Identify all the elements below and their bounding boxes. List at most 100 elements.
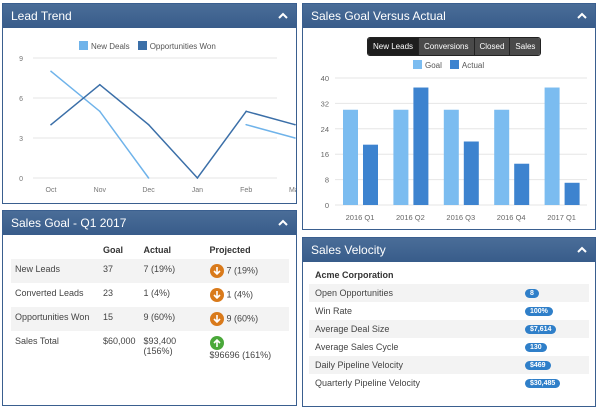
legend-opportunities-won[interactable]: Opportunities Won <box>137 41 216 51</box>
row-goal: 37 <box>99 259 140 283</box>
sales-velocity-title: Sales Velocity <box>311 243 386 257</box>
y-tick-label: 0 <box>19 176 23 183</box>
data-point <box>147 123 150 126</box>
table-row: Opportunities Won 15 9 (60%) 9 (60%) <box>11 307 289 331</box>
sales-goal-legend: Goal Actual <box>413 60 484 70</box>
table-header-row: Goal Actual Projected <box>11 241 289 259</box>
y-tick-label: 9 <box>19 56 23 63</box>
company-name: Acme Corporation <box>315 270 394 280</box>
metric-badge: $30,485 <box>525 378 561 388</box>
bar-actual <box>413 87 429 205</box>
x-tick-label: Oct <box>46 187 57 194</box>
legend-actual[interactable]: Actual <box>449 60 484 70</box>
metric-label: Open Opportunities <box>315 288 394 298</box>
x-tick-label: 2017 Q1 <box>547 213 576 222</box>
lead-trend-panel: Lead Trend New Deals Opportunities Won 9… <box>2 3 297 204</box>
sales-velocity-header: Sales Velocity <box>303 238 595 262</box>
metric-label: Quarterly Pipeline Velocity <box>315 378 421 388</box>
bar-goal <box>393 109 409 205</box>
tab-closed[interactable]: Closed <box>474 38 511 55</box>
x-tick-label: 2016 Q1 <box>346 213 375 222</box>
col-header-label <box>11 241 99 259</box>
bar-actual <box>564 182 580 205</box>
y-tick-label: 3 <box>19 136 23 143</box>
metric-label: Win Rate <box>315 306 353 316</box>
q1-title: Sales Goal - Q1 2017 <box>11 216 127 230</box>
arrow-down-icon <box>209 312 224 326</box>
x-tick-label: Nov <box>94 187 107 194</box>
metric-label: Average Deal Size <box>315 324 390 334</box>
x-tick-label: 2016 Q3 <box>446 213 475 222</box>
arrow-up-icon <box>209 336 224 350</box>
data-point <box>294 137 296 139</box>
metric-badge: 100% <box>525 306 553 316</box>
series-line-1 <box>50 83 296 180</box>
metric-badge: $469 <box>525 360 551 370</box>
metric-badge: 130 <box>525 342 547 352</box>
lead-trend-chart: 9 6 3 0 Oct Nov Dec Jan Feb Mar <box>19 56 296 194</box>
list-item: Average Deal Size $7,614 <box>309 320 589 338</box>
y-tick-label: 8 <box>325 176 329 185</box>
bar-goal <box>494 109 510 205</box>
sales-goal-vs-actual-panel: Sales Goal Versus Actual New Leads Conve… <box>302 3 596 230</box>
tab-conversions[interactable]: Conversions <box>419 38 475 55</box>
x-tick-label: Dec <box>142 187 155 194</box>
tab-sales[interactable]: Sales <box>510 38 541 55</box>
col-header-actual: Actual <box>143 245 172 255</box>
list-item: Open Opportunities 8 <box>309 284 589 302</box>
row-goal: 15 <box>99 307 140 331</box>
data-point <box>294 123 296 126</box>
metric-tabs: New Leads Conversions Closed Sales <box>367 37 542 56</box>
legend-new-deals[interactable]: New Deals <box>79 41 130 51</box>
bar-goal <box>443 109 459 205</box>
q1-goal-table: Goal Actual Projected New Leads 37 7 (19… <box>11 241 289 365</box>
row-projected: 7 (19%) <box>205 259 289 283</box>
data-point <box>245 110 247 113</box>
arrow-down-icon <box>209 288 224 302</box>
legend-goal[interactable]: Goal <box>413 60 442 70</box>
collapse-icon[interactable] <box>577 238 587 253</box>
row-goal: $60,000 <box>103 336 136 346</box>
metric-label: Average Sales Cycle <box>315 342 399 352</box>
lead-trend-legend: New Deals Opportunities Won <box>79 41 216 51</box>
data-point <box>245 123 247 126</box>
row-label: Opportunities Won <box>11 307 99 331</box>
col-header-projected: Projected <box>209 245 251 255</box>
tab-new-leads[interactable]: New Leads <box>368 38 420 55</box>
row-label: Converted Leads <box>15 288 84 298</box>
sales-goal-q1-panel: Sales Goal - Q1 2017 Goal Actual Project… <box>2 210 297 406</box>
list-item: Win Rate 100% <box>309 302 589 320</box>
bar-actual <box>363 144 378 205</box>
sales-velocity-panel: Sales Velocity Acme Corporation Open Opp… <box>302 237 596 407</box>
sales-goal-header: Sales Goal Versus Actual <box>303 4 595 28</box>
bar-goal <box>544 87 560 205</box>
velocity-list: Acme Corporation Open Opportunities 8 Win… <box>309 266 589 392</box>
metric-badge: 8 <box>525 288 539 298</box>
collapse-icon[interactable] <box>577 4 587 19</box>
lead-trend-title: Lead Trend <box>11 9 72 23</box>
row-actual: 1 (4%) <box>143 288 171 298</box>
row-actual: 7 (19%) <box>139 259 206 283</box>
data-point <box>99 83 101 86</box>
metric-badge: $7,614 <box>525 324 557 334</box>
row-goal: 23 <box>103 288 114 298</box>
sales-goal-title: Sales Goal Versus Actual <box>311 9 446 23</box>
col-header-goal: Goal <box>103 245 124 255</box>
y-tick-label: 32 <box>321 99 329 108</box>
table-row: New Leads 37 7 (19%) 7 (19%) <box>11 259 289 283</box>
sales-goal-chart: 40 32 24 16 8 0 2016 Q1 2016 Q2 2016 Q3 2016 Q4 20… <box>321 74 587 222</box>
x-tick-label: Mar <box>289 187 296 194</box>
arrow-down-icon <box>209 264 224 278</box>
x-tick-label: 2016 Q4 <box>497 213 526 222</box>
data-point <box>147 177 150 179</box>
data-point <box>50 70 52 73</box>
collapse-icon[interactable] <box>278 211 288 226</box>
row-label: New Leads <box>11 259 99 283</box>
list-item: Average Sales Cycle 130 <box>309 338 589 356</box>
row-projected: 1 (4%) <box>206 283 289 307</box>
table-row: Sales Total $60,000 $93,400 (156%) $9669… <box>11 331 289 365</box>
data-point <box>99 110 101 113</box>
row-projected: $96696 (161%) <box>206 331 289 365</box>
collapse-icon[interactable] <box>278 4 288 19</box>
y-tick-label: 40 <box>321 74 329 83</box>
